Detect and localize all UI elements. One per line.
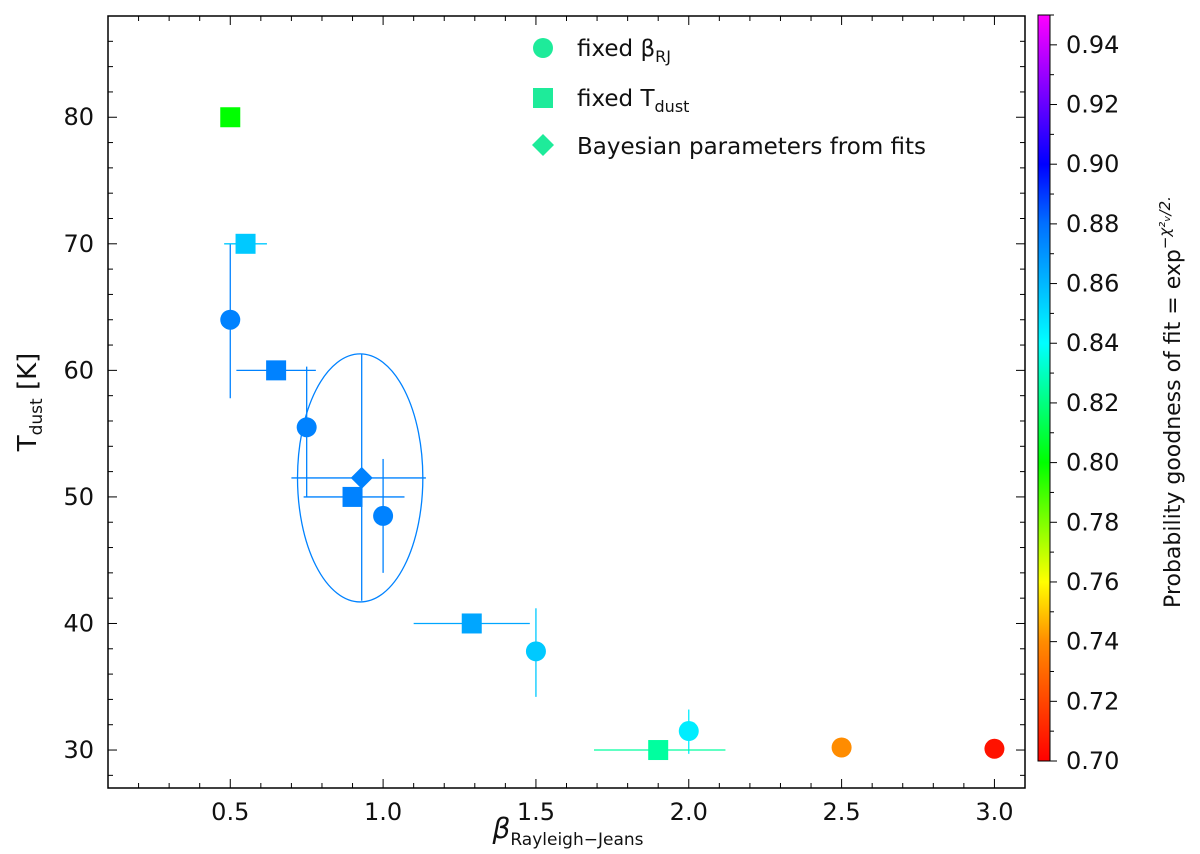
colorbar-tick-label: 0.70 <box>1066 747 1119 775</box>
y-tick-label: 80 <box>63 103 94 131</box>
colorbar-tick-label: 0.74 <box>1066 628 1119 656</box>
square-marker <box>220 107 241 128</box>
colorbar <box>1037 14 1051 762</box>
colorbar-label-exponent: −χ²ᵥ/2. <box>1156 196 1174 249</box>
colorbar-tick-label: 0.78 <box>1066 508 1119 536</box>
y-tick-label: 60 <box>63 356 94 384</box>
square-marker <box>266 360 287 381</box>
y-axis-title: Tdust [K] <box>13 353 47 453</box>
x-tick-label: 1.5 <box>517 798 555 826</box>
circle-marker <box>831 737 852 758</box>
colorbar-tick-label: 0.94 <box>1066 31 1119 59</box>
y-tick-label: 50 <box>63 483 94 511</box>
legend-label-fixed-beta: fixed βRJ <box>577 36 671 66</box>
colorbar-tick-label: 0.76 <box>1066 568 1119 596</box>
legend: fixed βRJ fixed Tdust Bayesian parameter… <box>532 36 926 160</box>
y-axis-symbol: T <box>13 435 43 452</box>
square-marker <box>461 613 482 634</box>
x-axis-symbol: β <box>491 812 510 845</box>
colorbar-tick-label: 0.86 <box>1066 270 1119 298</box>
colorbar-tick-label: 0.72 <box>1066 687 1119 715</box>
legend-diamond-marker <box>532 134 554 156</box>
x-axis-subscript: Rayleigh−Jeans <box>510 830 643 850</box>
square-marker <box>235 233 256 254</box>
y-tick-label: 30 <box>63 736 94 764</box>
circle-marker <box>678 721 699 742</box>
x-tick-label: 1.0 <box>364 798 402 826</box>
colorbar-tick-label: 0.88 <box>1066 210 1119 238</box>
legend-label-bayesian: Bayesian parameters from fits <box>577 134 926 160</box>
square-marker <box>648 740 669 761</box>
circle-marker <box>296 417 317 438</box>
minor-ticks <box>107 15 1025 788</box>
colorbar-tick-label: 0.82 <box>1066 389 1119 417</box>
y-axis-unit: [K] <box>13 353 43 399</box>
legend-label-fixed-tdust: fixed Tdust <box>577 86 689 116</box>
y-tick-label: 40 <box>63 609 94 637</box>
colorbar-tick-label: 0.80 <box>1066 449 1119 477</box>
circle-marker <box>373 505 394 526</box>
circle-marker <box>525 641 546 662</box>
x-tick-label: 2.0 <box>670 798 708 826</box>
x-tick-label: 0.5 <box>211 798 249 826</box>
colorbar-tick-label: 0.90 <box>1066 150 1119 178</box>
colorbar-ticks: 0.70 0.72 0.74 0.76 0.78 0.80 0.82 0.84 0.86 0.88… <box>1050 14 1119 775</box>
error-bars <box>224 243 726 754</box>
y-axis-subscript: dust <box>27 398 47 435</box>
colorbar-tick-label: 0.84 <box>1066 329 1119 357</box>
diamond-marker <box>350 466 373 489</box>
circle-marker <box>220 309 241 330</box>
plot-frame <box>107 15 1026 789</box>
x-tick-labels: 0.5 1.0 1.5 2.0 2.5 3.0 <box>211 798 1013 826</box>
legend-square-marker <box>533 88 553 108</box>
colorbar-label: Probability goodness of fit = exp−χ²ᵥ/2. <box>1156 196 1186 608</box>
legend-circle-marker <box>533 38 553 58</box>
circle-marker <box>984 738 1005 759</box>
colorbar-tick-label: 0.92 <box>1066 91 1119 119</box>
data-markers <box>220 107 1005 761</box>
x-tick-label: 3.0 <box>975 798 1013 826</box>
x-tick-label: 2.5 <box>823 798 861 826</box>
y-tick-labels: 30 40 50 60 70 80 <box>63 103 94 764</box>
x-axis-title: βRayleigh−Jeans <box>491 812 643 850</box>
square-marker <box>342 486 363 507</box>
y-tick-label: 70 <box>63 230 94 258</box>
